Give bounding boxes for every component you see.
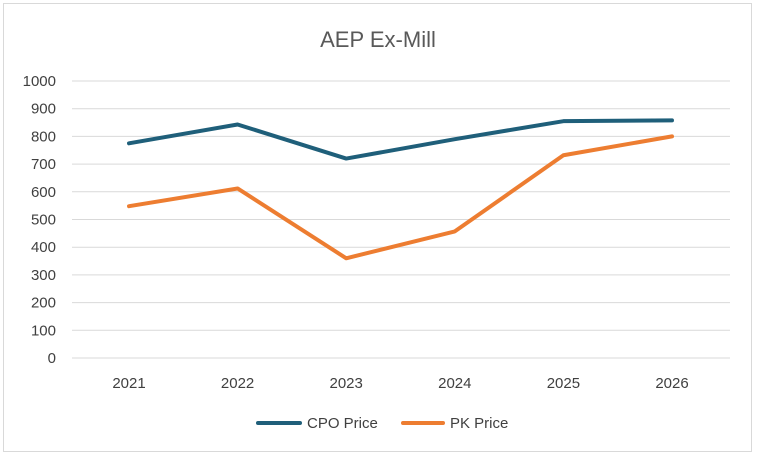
y-tick-label: 700 [31, 156, 56, 173]
x-tick-label: 2025 [547, 375, 580, 392]
gridlines [72, 80, 730, 359]
x-tick-label: 2021 [112, 375, 145, 392]
series-lines [127, 118, 674, 261]
x-tick-label: 2024 [438, 375, 471, 392]
y-tick-label: 800 [31, 128, 56, 145]
y-tick-label: 300 [31, 267, 56, 284]
legend-label-cpo-price: CPO Price [307, 415, 378, 432]
x-tick-label: 2022 [221, 375, 254, 392]
chart-frame [3, 3, 752, 452]
y-tick-label: 600 [31, 184, 56, 201]
y-tick-label: 400 [31, 239, 56, 256]
x-tick-label: 2023 [330, 375, 363, 392]
y-axis-tick-labels: 0 100 200 300 400 500 600 700 800 900 1000 [23, 73, 56, 367]
y-tick-label: 0 [48, 350, 56, 367]
legend-label-pk-price: PK Price [450, 415, 508, 432]
y-tick-label: 900 [31, 101, 56, 118]
y-tick-label: 100 [31, 322, 56, 339]
series-line-cpo-price [127, 118, 674, 161]
chart-title: AEP Ex-Mill [320, 27, 436, 52]
series-line-pk-price [127, 134, 674, 261]
legend: CPO Price PK Price [256, 415, 508, 432]
y-tick-label: 500 [31, 212, 56, 229]
y-tick-label: 200 [31, 295, 56, 312]
x-axis-tick-labels: 2021 2022 2023 2024 2025 2026 [112, 375, 688, 392]
y-tick-label: 1000 [23, 73, 56, 90]
x-tick-label: 2026 [655, 375, 688, 392]
